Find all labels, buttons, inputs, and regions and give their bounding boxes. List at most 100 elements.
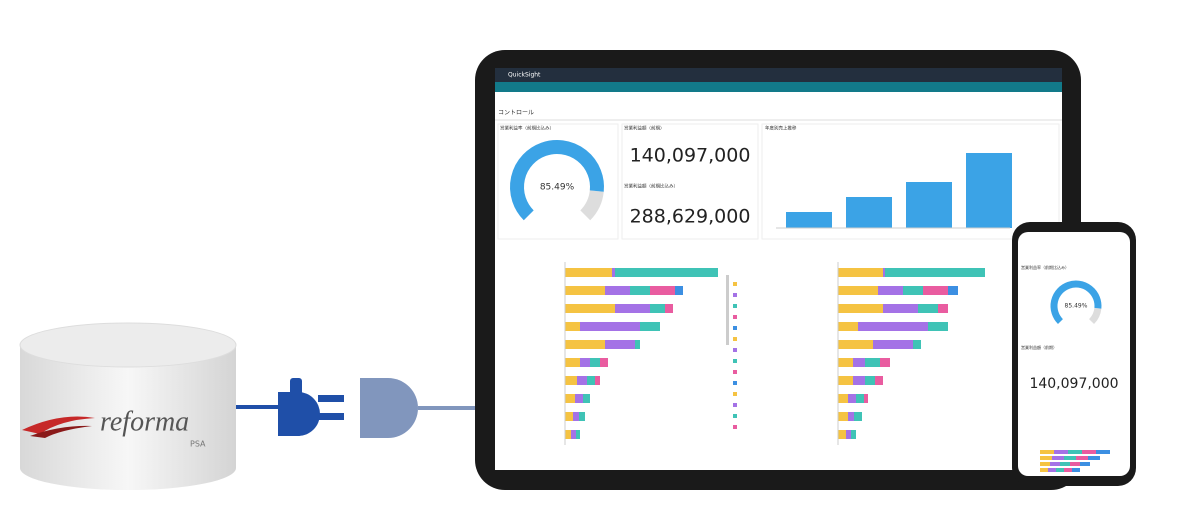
database-top — [19, 322, 237, 368]
legend-swatch — [733, 392, 737, 396]
bar-segment — [577, 376, 587, 385]
phone-bar — [1068, 450, 1082, 454]
bar-segment — [612, 268, 615, 277]
bar-segment — [565, 304, 615, 313]
legend-swatch — [733, 425, 737, 429]
bar-segment — [630, 286, 650, 295]
phone-bar — [1070, 462, 1080, 466]
bar-segment — [851, 430, 856, 439]
bar-segment — [565, 268, 612, 277]
bar-segment — [948, 286, 958, 295]
app-name: QuickSight — [508, 72, 541, 79]
bar-segment — [885, 268, 985, 277]
bar-segment — [838, 412, 848, 421]
column-bar — [966, 153, 1012, 228]
logo: reforma — [100, 406, 189, 437]
phone-bar — [1096, 450, 1110, 454]
legend-swatch — [733, 304, 737, 308]
plug — [290, 378, 302, 436]
legend-swatch — [733, 414, 737, 418]
bar-segment — [838, 358, 853, 367]
bar-segment — [595, 376, 600, 385]
bar-segment — [883, 304, 918, 313]
bar-segment — [650, 304, 665, 313]
bar-segment — [853, 358, 865, 367]
panel-title: 営業利益率（前期比込み） — [500, 125, 554, 132]
bar-segment — [838, 376, 853, 385]
bar-segment — [838, 394, 848, 403]
plug-pin — [318, 395, 344, 402]
panel — [497, 123, 619, 240]
panel — [761, 123, 1060, 240]
bar-segment — [565, 286, 605, 295]
bar-segment — [923, 286, 948, 295]
phone-bar — [1050, 462, 1060, 466]
bar-segment — [848, 412, 854, 421]
phone-bar — [1064, 456, 1076, 460]
bar-segment — [848, 394, 856, 403]
bar-segment — [865, 358, 880, 367]
bar-segment — [565, 430, 571, 439]
bar-segment — [600, 358, 608, 367]
bar-segment — [565, 412, 573, 421]
phone-bar — [1048, 468, 1056, 472]
column-bar — [786, 212, 832, 228]
bar-segment — [565, 340, 605, 349]
phone-bar — [1064, 468, 1072, 472]
bar-segment — [858, 322, 928, 331]
legend-swatch — [733, 326, 737, 330]
phone-bar — [1052, 456, 1064, 460]
phone-bar — [1088, 456, 1100, 460]
phone-bar — [1056, 468, 1064, 472]
bar-segment — [579, 412, 585, 421]
bar-segment — [903, 286, 923, 295]
bar-segment — [838, 304, 883, 313]
socket — [360, 378, 418, 438]
gauge-value: 85.49% — [540, 183, 575, 193]
bar-segment — [846, 430, 851, 439]
bar-segment — [865, 376, 875, 385]
bar-segment — [875, 376, 883, 385]
legend-swatch — [733, 293, 737, 297]
bar-segment — [838, 286, 878, 295]
legend-swatch — [733, 337, 737, 341]
bar-segment — [565, 358, 580, 367]
top-bar — [495, 68, 1062, 82]
bar-segment — [583, 394, 590, 403]
panel-title: 営業利益額（前期比込み） — [624, 183, 678, 190]
bar-segment — [873, 340, 913, 349]
panel-title: 営業利益額（前期） — [624, 125, 665, 132]
bar-segment — [615, 268, 718, 277]
bar-segment — [878, 286, 903, 295]
panel-title: 営業利益率（前期比込み） — [1021, 264, 1069, 270]
bar-segment — [615, 304, 650, 313]
bar-segment — [665, 304, 673, 313]
phone-bar — [1060, 462, 1070, 466]
kpi-value: 140,097,000 — [630, 145, 751, 167]
bar-segment — [913, 340, 921, 349]
bar-segment — [853, 376, 865, 385]
phone-bar — [1040, 456, 1052, 460]
bar-segment — [573, 412, 579, 421]
bar-segment — [605, 340, 635, 349]
gauge-value: 85.49% — [1065, 303, 1088, 310]
phone-screen — [1018, 232, 1130, 476]
bar-segment — [565, 322, 580, 331]
legend-swatch — [733, 282, 737, 286]
bar-segment — [883, 268, 885, 277]
bar-segment — [880, 358, 890, 367]
control-label: コントロール — [498, 110, 534, 117]
scrollbar — [726, 275, 729, 345]
bar-segment — [938, 304, 948, 313]
bar-segment — [565, 376, 577, 385]
column-bar — [906, 182, 952, 228]
legend-swatch — [733, 370, 737, 374]
panel-title: 営業利益額（前期） — [1021, 344, 1057, 350]
bar-segment — [854, 412, 862, 421]
bar-segment — [918, 304, 938, 313]
gauge-arc — [510, 140, 604, 221]
bar-segment — [576, 430, 580, 439]
bar-segment — [856, 394, 864, 403]
